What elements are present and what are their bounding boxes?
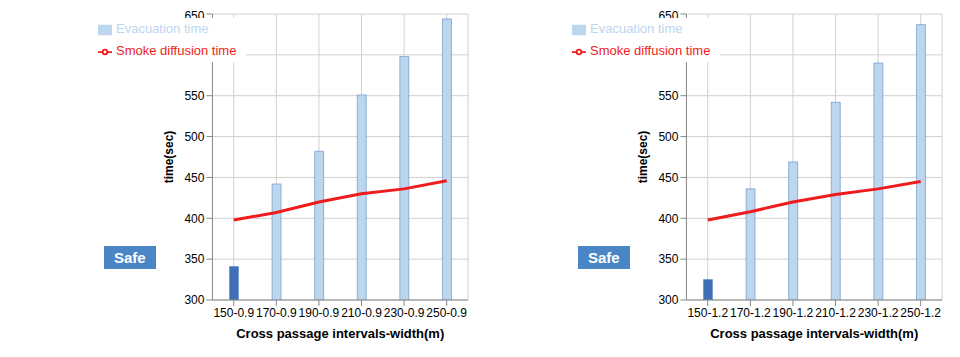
- svg-text:400: 400: [658, 212, 678, 226]
- svg-text:300: 300: [658, 293, 678, 307]
- svg-text:450: 450: [184, 171, 204, 185]
- svg-text:250-0.9: 250-0.9: [426, 306, 467, 320]
- svg-text:190-1.2: 190-1.2: [773, 306, 814, 320]
- svg-text:Cross passage intervals-width(: Cross passage intervals-width(m): [710, 326, 918, 341]
- svg-text:150-1.2: 150-1.2: [687, 306, 728, 320]
- svg-text:250-1.2: 250-1.2: [900, 306, 941, 320]
- svg-text:350: 350: [184, 252, 204, 266]
- svg-text:550: 550: [658, 89, 678, 103]
- svg-text:190-0.9: 190-0.9: [299, 306, 340, 320]
- svg-text:time(sec): time(sec): [636, 131, 650, 184]
- svg-text:450: 450: [658, 171, 678, 185]
- svg-text:210-1.2: 210-1.2: [815, 306, 856, 320]
- svg-text:550: 550: [184, 89, 204, 103]
- svg-text:210-0.9: 210-0.9: [341, 306, 382, 320]
- svg-text:time(sec): time(sec): [162, 131, 176, 184]
- svg-text:170-0.9: 170-0.9: [256, 306, 297, 320]
- svg-text:Cross passage intervals-width(: Cross passage intervals-width(m): [236, 326, 444, 341]
- svg-text:600: 600: [658, 48, 678, 62]
- svg-text:650: 650: [184, 9, 204, 23]
- svg-text:300: 300: [184, 293, 204, 307]
- svg-text:230-1.2: 230-1.2: [858, 306, 899, 320]
- svg-text:170-1.2: 170-1.2: [730, 306, 771, 320]
- svg-text:150-0.9: 150-0.9: [213, 306, 254, 320]
- svg-text:350: 350: [658, 252, 678, 266]
- svg-text:500: 500: [184, 130, 204, 144]
- svg-text:500: 500: [658, 130, 678, 144]
- svg-text:230-0.9: 230-0.9: [384, 306, 425, 320]
- svg-text:650: 650: [658, 9, 678, 23]
- svg-text:400: 400: [184, 212, 204, 226]
- svg-text:600: 600: [184, 48, 204, 62]
